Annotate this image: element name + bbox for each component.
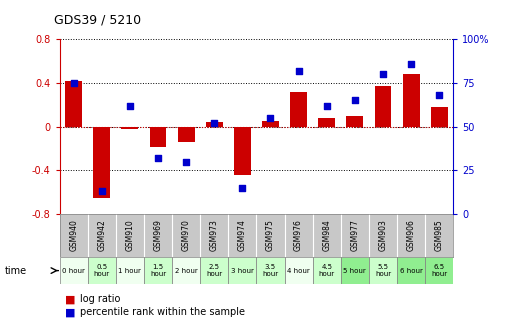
Point bbox=[323, 103, 331, 108]
Text: ■: ■ bbox=[65, 294, 75, 304]
Text: 6 hour: 6 hour bbox=[399, 267, 423, 274]
Point bbox=[351, 98, 359, 103]
Bar bbox=[178, 127, 195, 142]
Point bbox=[407, 61, 415, 66]
Text: GSM977: GSM977 bbox=[350, 219, 359, 251]
Text: GSM906: GSM906 bbox=[407, 219, 415, 251]
Point bbox=[97, 189, 106, 194]
Text: GSM985: GSM985 bbox=[435, 219, 444, 251]
Text: log ratio: log ratio bbox=[80, 294, 121, 304]
Bar bbox=[234, 127, 251, 175]
Text: GSM974: GSM974 bbox=[238, 219, 247, 251]
Text: 5.5
hour: 5.5 hour bbox=[375, 264, 391, 277]
Text: GSM973: GSM973 bbox=[210, 219, 219, 251]
Point bbox=[294, 68, 303, 73]
Bar bbox=[228, 257, 256, 284]
Text: time: time bbox=[5, 266, 27, 276]
Bar bbox=[262, 121, 279, 127]
Point bbox=[69, 80, 78, 86]
Bar bbox=[93, 127, 110, 198]
Text: GSM975: GSM975 bbox=[266, 219, 275, 251]
Text: GSM969: GSM969 bbox=[153, 219, 163, 251]
Text: 2 hour: 2 hour bbox=[175, 267, 197, 274]
Point bbox=[435, 93, 443, 98]
Point bbox=[379, 72, 387, 77]
Text: 0 hour: 0 hour bbox=[62, 267, 85, 274]
Text: 6.5
hour: 6.5 hour bbox=[431, 264, 447, 277]
Text: GSM976: GSM976 bbox=[294, 219, 303, 251]
Text: GSM903: GSM903 bbox=[379, 219, 387, 251]
Bar bbox=[318, 118, 335, 127]
Text: GSM942: GSM942 bbox=[97, 219, 106, 251]
Text: 5 hour: 5 hour bbox=[343, 267, 366, 274]
Bar bbox=[172, 257, 200, 284]
Text: GSM940: GSM940 bbox=[69, 219, 78, 251]
Text: ■: ■ bbox=[65, 307, 75, 317]
Text: GSM910: GSM910 bbox=[125, 219, 134, 251]
Bar bbox=[256, 257, 284, 284]
Bar bbox=[347, 116, 363, 127]
Text: 1 hour: 1 hour bbox=[119, 267, 141, 274]
Bar bbox=[397, 257, 425, 284]
Point bbox=[210, 121, 219, 126]
Bar bbox=[88, 257, 116, 284]
Bar bbox=[200, 257, 228, 284]
Bar bbox=[206, 122, 223, 127]
Bar bbox=[431, 107, 448, 127]
Text: percentile rank within the sample: percentile rank within the sample bbox=[80, 307, 246, 317]
Bar bbox=[425, 257, 453, 284]
Bar bbox=[284, 257, 313, 284]
Bar bbox=[341, 257, 369, 284]
Text: GDS39 / 5210: GDS39 / 5210 bbox=[54, 13, 141, 26]
Bar bbox=[65, 81, 82, 127]
Text: 3.5
hour: 3.5 hour bbox=[263, 264, 279, 277]
Bar bbox=[369, 257, 397, 284]
Text: 4.5
hour: 4.5 hour bbox=[319, 264, 335, 277]
Bar bbox=[313, 257, 341, 284]
Point bbox=[238, 185, 247, 191]
Text: 1.5
hour: 1.5 hour bbox=[150, 264, 166, 277]
Bar bbox=[375, 86, 392, 127]
Text: 0.5
hour: 0.5 hour bbox=[94, 264, 110, 277]
Text: 4 hour: 4 hour bbox=[287, 267, 310, 274]
Text: GSM984: GSM984 bbox=[322, 219, 331, 251]
Bar bbox=[290, 92, 307, 127]
Bar bbox=[402, 74, 420, 127]
Text: 3 hour: 3 hour bbox=[231, 267, 254, 274]
Bar bbox=[116, 257, 144, 284]
Text: 2.5
hour: 2.5 hour bbox=[206, 264, 222, 277]
Point bbox=[154, 156, 162, 161]
Bar bbox=[150, 127, 166, 147]
Point bbox=[266, 115, 275, 121]
Point bbox=[126, 103, 134, 108]
Bar bbox=[144, 257, 172, 284]
Text: GSM970: GSM970 bbox=[182, 219, 191, 251]
Point bbox=[182, 159, 190, 164]
Bar bbox=[121, 127, 138, 129]
Bar bbox=[60, 257, 88, 284]
